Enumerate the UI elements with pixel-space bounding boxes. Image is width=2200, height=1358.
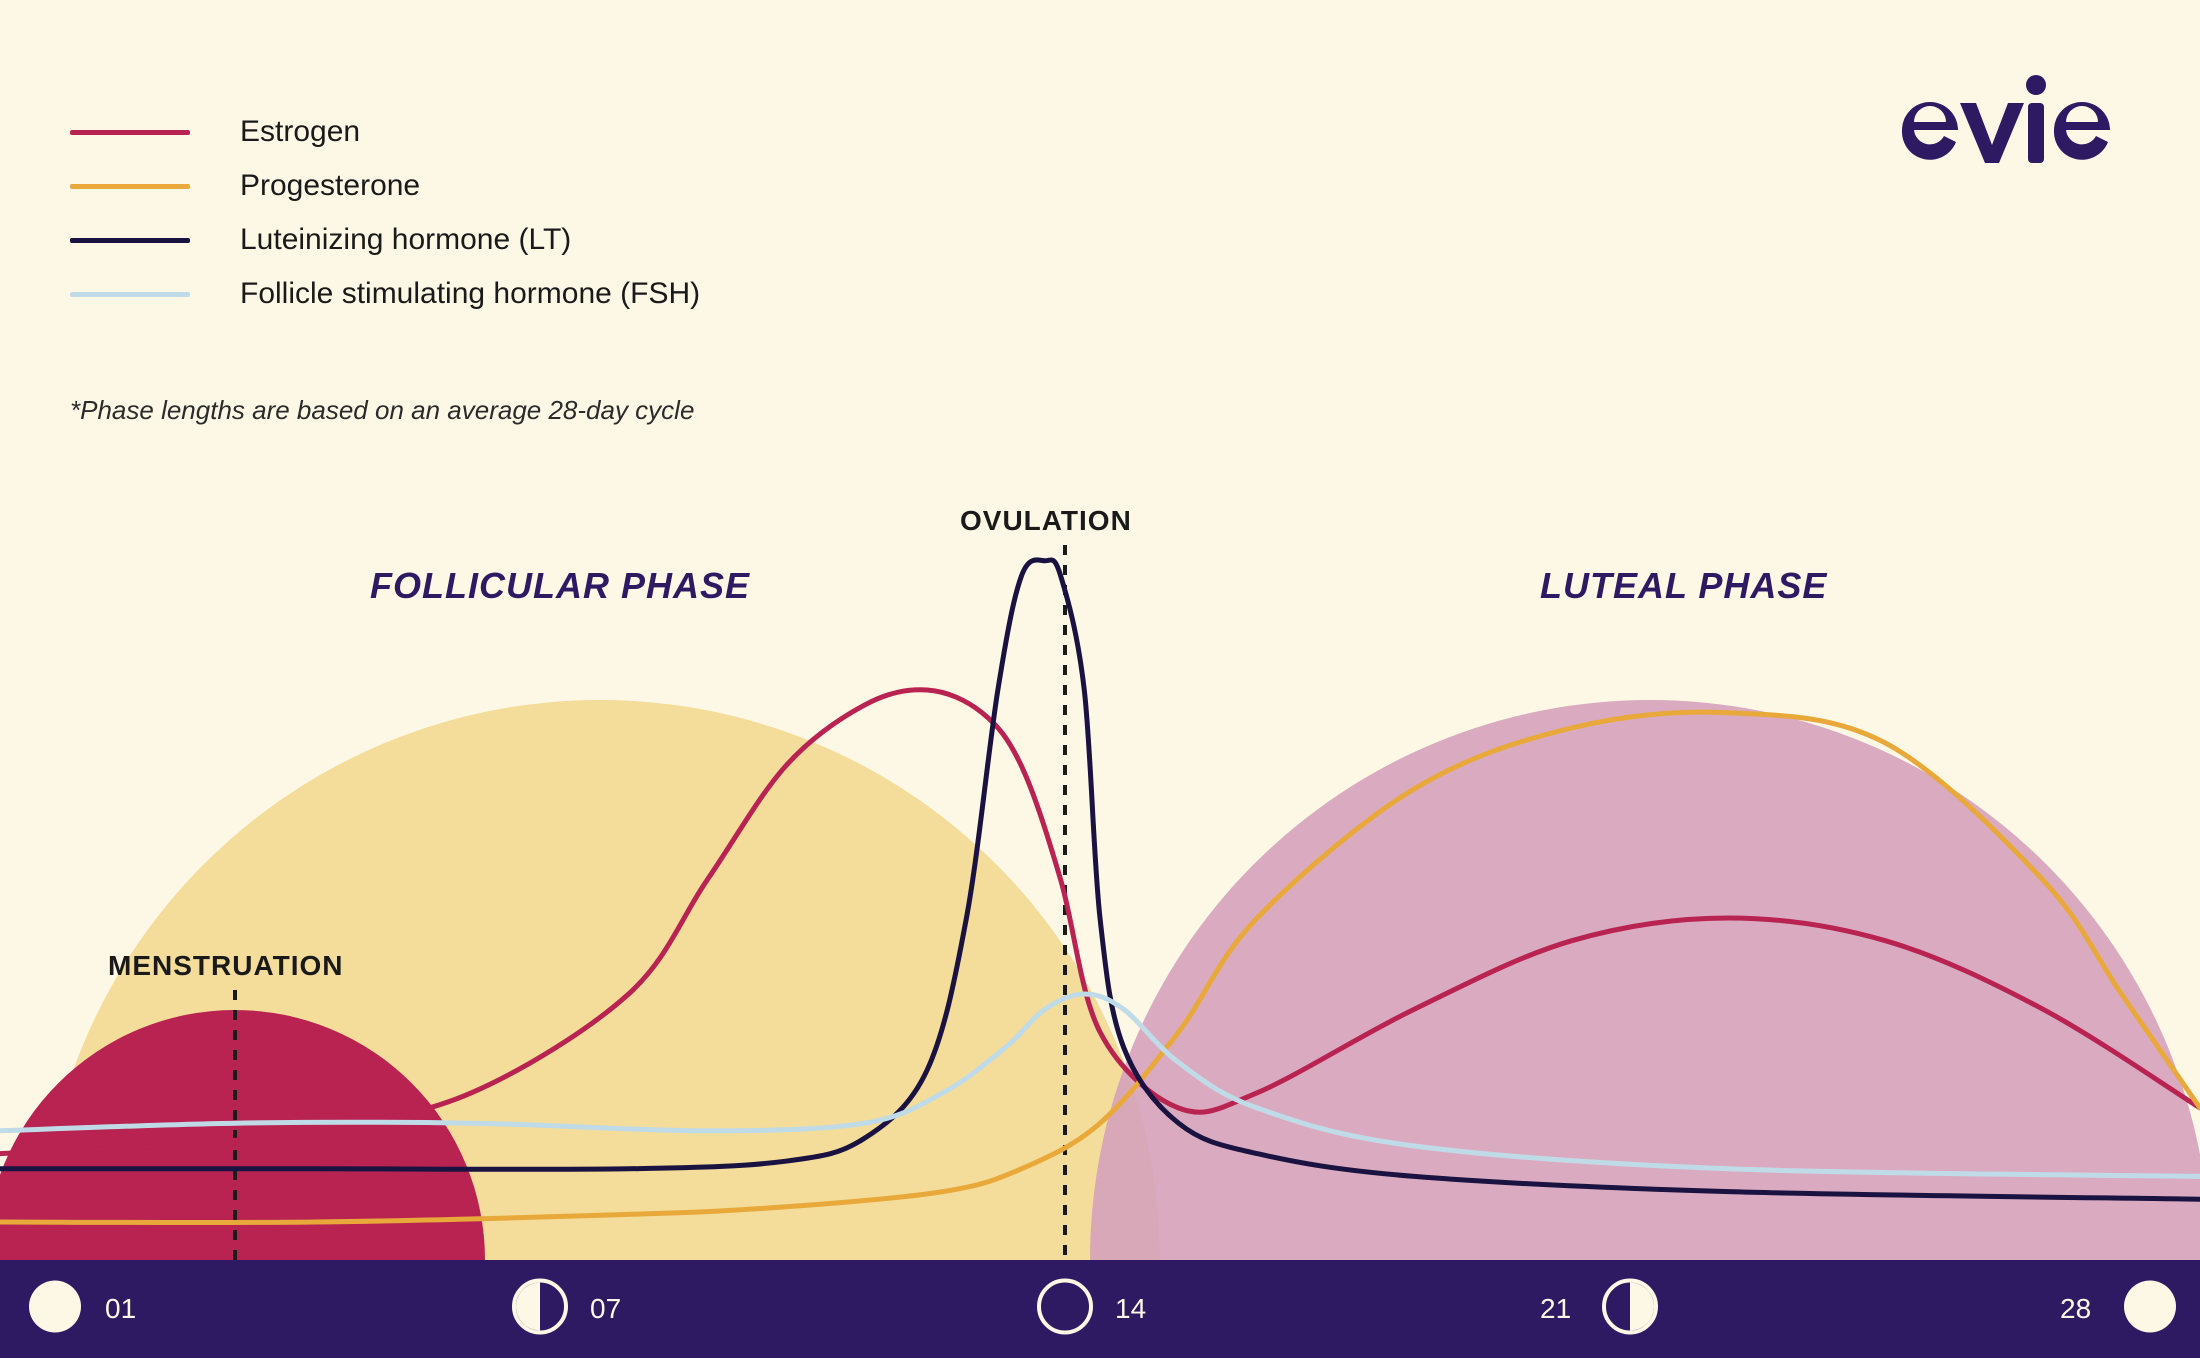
legend-item: Follicle stimulating hormone (FSH) — [70, 277, 700, 311]
chart-area — [0, 500, 2200, 1260]
moon-icon — [1601, 1278, 1659, 1341]
legend-label: Estrogen — [240, 115, 360, 149]
legend: Estrogen Progesterone Luteinizing hormone … — [70, 115, 700, 331]
legend-item: Luteinizing hormone (LT) — [70, 223, 700, 257]
moon-icon — [26, 1278, 84, 1341]
legend-swatch — [70, 238, 190, 243]
legend-swatch — [70, 130, 190, 135]
timeline-day-label: 28 — [2060, 1293, 2091, 1325]
timeline-day-label: 07 — [590, 1293, 621, 1325]
legend-swatch — [70, 292, 190, 297]
legend-label: Progesterone — [240, 169, 420, 203]
legend-swatch — [70, 184, 190, 189]
moon-icon — [1036, 1278, 1094, 1341]
annotation-label: OVULATION — [960, 505, 1132, 537]
timeline-day-label: 21 — [1540, 1293, 1571, 1325]
legend-item: Estrogen — [70, 115, 700, 149]
legend-label: Luteinizing hormone (LT) — [240, 223, 571, 257]
brand-logo — [1890, 55, 2130, 180]
footnote: *Phase lengths are based on an average 2… — [70, 395, 694, 426]
legend-label: Follicle stimulating hormone (FSH) — [240, 277, 700, 311]
moon-icon — [2121, 1278, 2179, 1341]
timeline-day-label: 14 — [1115, 1293, 1146, 1325]
timeline-day-label: 01 — [105, 1293, 136, 1325]
hormone-chart — [0, 500, 2200, 1260]
moon-icon — [511, 1278, 569, 1341]
timeline-bar: 01 07 14 21 28 — [0, 1260, 2200, 1358]
annotation-label: MENSTRUATION — [108, 950, 343, 982]
legend-item: Progesterone — [70, 169, 700, 203]
page-root: Estrogen Progesterone Luteinizing hormone … — [0, 0, 2200, 1358]
